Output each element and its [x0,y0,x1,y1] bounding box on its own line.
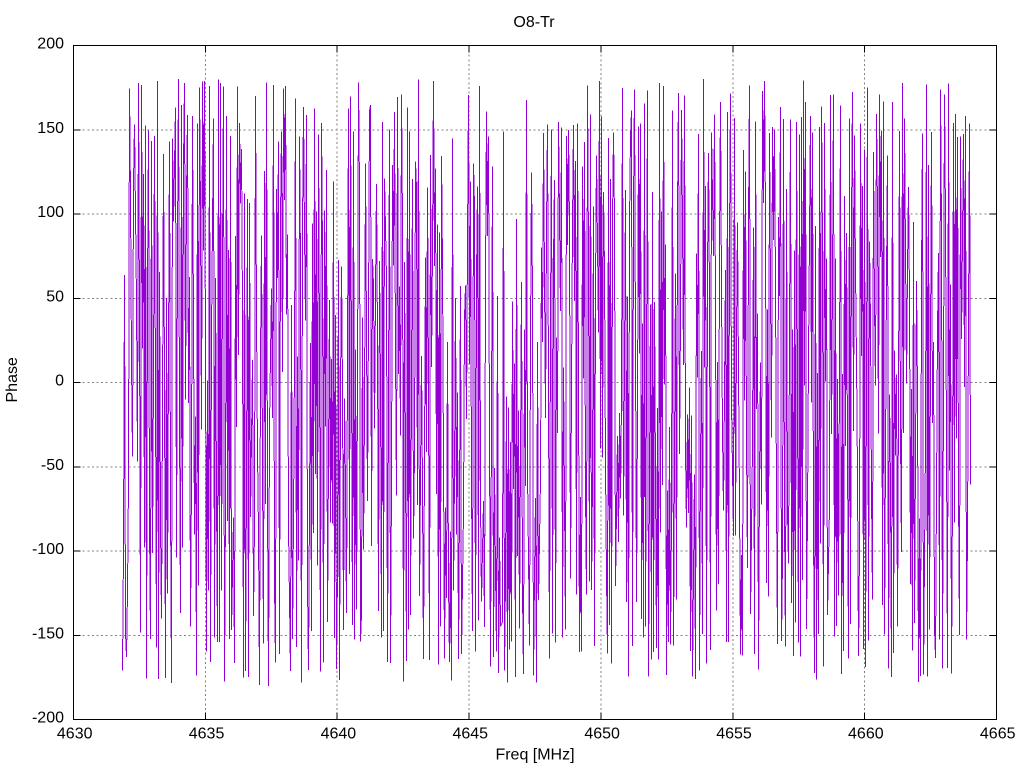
svg-text:4640: 4640 [321,725,357,742]
svg-text:-200: -200 [32,710,64,727]
svg-text:4645: 4645 [452,725,488,742]
svg-text:4630: 4630 [57,725,93,742]
svg-text:4655: 4655 [716,725,752,742]
svg-text:4650: 4650 [584,725,620,742]
svg-text:O8-Tr: O8-Tr [513,14,555,31]
svg-text:4660: 4660 [848,725,884,742]
svg-text:-50: -50 [41,457,64,474]
svg-text:-150: -150 [32,625,64,642]
svg-text:Freq [MHz]: Freq [MHz] [495,747,574,764]
svg-text:-100: -100 [32,541,64,558]
svg-text:200: 200 [37,36,64,53]
svg-text:100: 100 [37,204,64,221]
svg-text:50: 50 [46,288,64,305]
svg-text:4635: 4635 [189,725,225,742]
svg-text:4665: 4665 [980,725,1016,742]
svg-text:Phase: Phase [4,357,21,402]
svg-text:150: 150 [37,120,64,137]
svg-text:0: 0 [55,373,64,390]
